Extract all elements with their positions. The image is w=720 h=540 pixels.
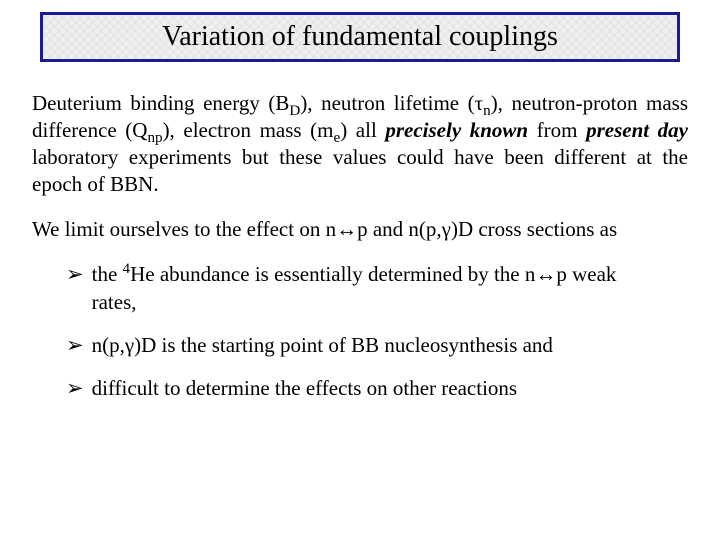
p2-t2: )D cross sections as bbox=[451, 217, 617, 241]
p1-t3: ), electron mass (m bbox=[163, 118, 334, 142]
bullet-icon: ➢ bbox=[66, 332, 84, 359]
p1-t4: ) all bbox=[340, 118, 385, 142]
b0-arrow: ↔ bbox=[535, 263, 556, 286]
b2-t0: difficult to determine the effects on ot… bbox=[92, 376, 518, 400]
bullet-3-text: difficult to determine the effects on ot… bbox=[92, 375, 648, 402]
p1-t1: ), neutron lifetime ( bbox=[300, 91, 474, 115]
b1-t0: n(p, bbox=[92, 333, 125, 357]
p1-t5: from bbox=[528, 118, 586, 142]
list-item: ➢ the 4He abundance is essentially deter… bbox=[66, 261, 688, 316]
p2-t0: We limit ourselves to the effect on n bbox=[32, 217, 336, 241]
p1-em0: precisely known bbox=[385, 118, 528, 142]
p2-t1: p and n(p, bbox=[357, 217, 442, 241]
p2-arrow: ↔ bbox=[336, 218, 357, 241]
p1-sub2: np bbox=[147, 130, 162, 146]
b0-sup0: 4 bbox=[123, 261, 131, 277]
p1-t6: laboratory experiments but these values … bbox=[32, 145, 688, 196]
b0-t1: He abundance is essentially determined b… bbox=[130, 262, 535, 286]
p2-gamma: γ bbox=[442, 217, 451, 241]
b1-t1: )D is the starting point of BB nucleosyn… bbox=[134, 333, 553, 357]
bullet-1-text: the 4He abundance is essentially determi… bbox=[92, 261, 648, 316]
p1-sub0: D bbox=[289, 103, 300, 119]
bullet-list: ➢ the 4He abundance is essentially deter… bbox=[32, 261, 688, 402]
bullet-icon: ➢ bbox=[66, 261, 84, 288]
b0-t0: the bbox=[92, 262, 123, 286]
b1-gamma: γ bbox=[125, 333, 134, 357]
bullet-icon: ➢ bbox=[66, 375, 84, 402]
slide-title: Variation of fundamental couplings bbox=[162, 21, 558, 52]
list-item: ➢ n(p,γ)D is the starting point of BB nu… bbox=[66, 332, 688, 359]
p1-em1: present day bbox=[586, 118, 688, 142]
list-item: ➢ difficult to determine the effects on … bbox=[66, 375, 688, 402]
title-box: Variation of fundamental couplings bbox=[40, 12, 680, 62]
paragraph-1: Deuterium binding energy (BD), neutron l… bbox=[32, 90, 688, 198]
p1-t0: Deuterium binding energy (B bbox=[32, 91, 289, 115]
bullet-2-text: n(p,γ)D is the starting point of BB nucl… bbox=[92, 332, 648, 359]
p1-tau: τ bbox=[475, 91, 483, 115]
paragraph-2: We limit ourselves to the effect on n↔p … bbox=[32, 216, 688, 244]
p1-sub1: n bbox=[483, 103, 491, 119]
